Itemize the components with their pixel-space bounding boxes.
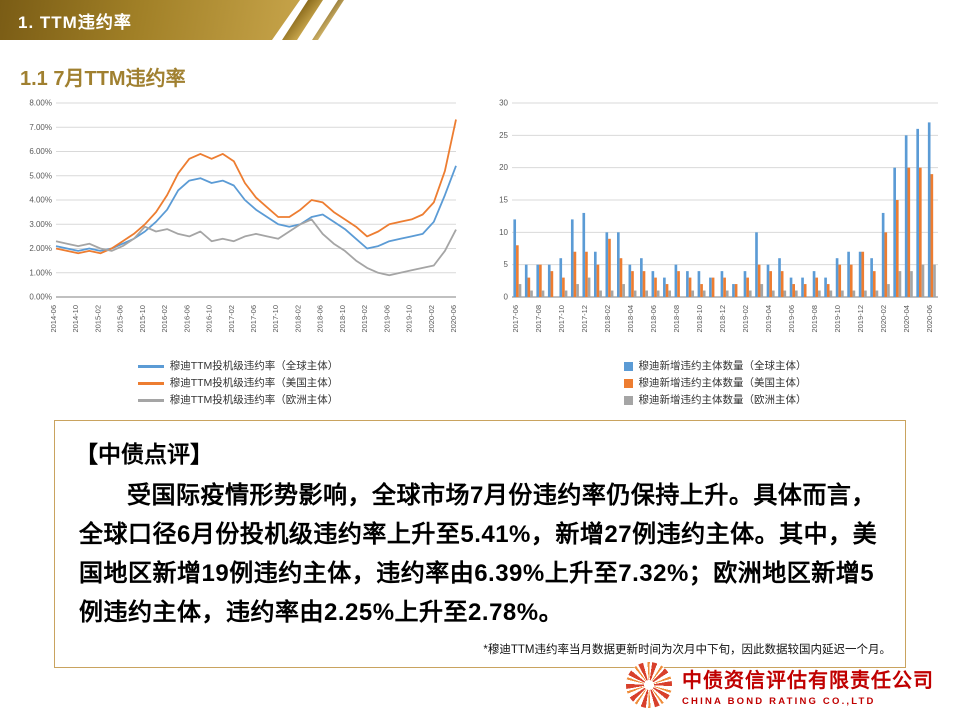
legend-item: 穆迪TTM投机级违约率（欧洲主体） bbox=[137, 394, 339, 406]
svg-text:0.00%: 0.00% bbox=[29, 293, 52, 302]
svg-text:5.00%: 5.00% bbox=[29, 171, 52, 180]
svg-text:15: 15 bbox=[499, 196, 508, 205]
svg-text:25: 25 bbox=[499, 131, 508, 140]
new-defaults-figure: 0 5 10 15 20 25 30 2017-06 2017-08 2017-10 2017-12… bbox=[484, 95, 946, 406]
svg-text:2018-02: 2018-02 bbox=[603, 305, 612, 333]
legend-label: 穆迪新增违约主体数量（全球主体） bbox=[638, 360, 807, 372]
svg-text:2020-02: 2020-02 bbox=[427, 305, 436, 333]
svg-text:10: 10 bbox=[499, 228, 508, 237]
svg-text:2020-06: 2020-06 bbox=[925, 305, 934, 333]
legend-square-swatch-global bbox=[623, 361, 633, 371]
line-chart-legend: 穆迪TTM投机级违约率（全球主体） 穆迪TTM投机级违约率（美国主体） 穆迪TT… bbox=[10, 360, 466, 406]
svg-text:0: 0 bbox=[504, 293, 509, 302]
svg-text:2018-08: 2018-08 bbox=[672, 305, 681, 333]
svg-text:2018-10: 2018-10 bbox=[695, 305, 704, 333]
legend-item: 穆迪新增违约主体数量（美国主体） bbox=[623, 377, 807, 389]
ttm-default-rate-line-chart: 0.00% 1.00% 2.00% 3.00% 4.00% 5.00% 6.00% 7.00%… bbox=[29, 99, 458, 333]
comment-footnote: *穆迪TTM违约率当月数据更新时间为次月中下旬，因此数据较国内延迟一个月。 bbox=[483, 643, 891, 656]
section-title: 1.1 7月TTM违约率 bbox=[20, 68, 186, 90]
svg-text:1.00%: 1.00% bbox=[29, 268, 52, 277]
svg-text:2015-10: 2015-10 bbox=[138, 305, 147, 333]
svg-text:2018-12: 2018-12 bbox=[718, 305, 727, 333]
legend-item: 穆迪新增违约主体数量（全球主体） bbox=[623, 360, 807, 372]
svg-text:2017-08: 2017-08 bbox=[534, 305, 543, 333]
svg-text:2017-02: 2017-02 bbox=[227, 305, 236, 333]
svg-text:2020-02: 2020-02 bbox=[879, 305, 888, 333]
svg-text:8.00%: 8.00% bbox=[29, 99, 52, 108]
svg-text:2019-10: 2019-10 bbox=[405, 305, 414, 333]
company-logo-icon bbox=[626, 662, 672, 708]
comment-title: 【中债点评】 bbox=[75, 441, 213, 467]
svg-text:2017-10: 2017-10 bbox=[557, 305, 566, 333]
banner-background: 1. TTM违约率 bbox=[0, 0, 300, 40]
svg-text:2017-10: 2017-10 bbox=[271, 305, 280, 333]
company-name-en: CHINA BOND RATING CO.,LTD bbox=[682, 695, 876, 707]
svg-text:2018-06: 2018-06 bbox=[649, 305, 658, 333]
svg-text:2014-06: 2014-06 bbox=[49, 305, 58, 333]
comment-body: 受国际疫情形势影响，全球市场7月份违约率仍保持上升。具体而言，全球口径6月份投机… bbox=[79, 482, 878, 626]
page-title: 1. TTM违约率 bbox=[18, 12, 132, 32]
svg-text:30: 30 bbox=[499, 99, 508, 108]
svg-text:7.00%: 7.00% bbox=[29, 123, 52, 132]
svg-text:2018-06: 2018-06 bbox=[316, 305, 325, 333]
svg-text:2019-04: 2019-04 bbox=[764, 305, 773, 333]
svg-text:2.00%: 2.00% bbox=[29, 244, 52, 253]
comment-box: 【中债点评】 受国际疫情形势影响，全球市场7月份违约率仍保持上升。具体而言，全球… bbox=[54, 420, 906, 668]
svg-text:2019-08: 2019-08 bbox=[810, 305, 819, 333]
svg-text:2017-06: 2017-06 bbox=[249, 305, 258, 333]
svg-text:2019-12: 2019-12 bbox=[856, 305, 865, 333]
legend-item: 穆迪TTM投机级违约率（全球主体） bbox=[137, 360, 339, 372]
svg-text:2020-04: 2020-04 bbox=[902, 305, 911, 333]
legend-label: 穆迪新增违约主体数量（美国主体） bbox=[638, 377, 807, 389]
new-defaults-bar-chart: 0 5 10 15 20 25 30 2017-06 2017-08 2017-10 2017-12… bbox=[499, 99, 938, 333]
svg-text:4.00%: 4.00% bbox=[29, 196, 52, 205]
svg-text:2019-10: 2019-10 bbox=[833, 305, 842, 333]
svg-text:2018-04: 2018-04 bbox=[626, 305, 635, 333]
svg-text:2016-02: 2016-02 bbox=[160, 305, 169, 333]
svg-text:2019-06: 2019-06 bbox=[787, 305, 796, 333]
svg-text:6.00%: 6.00% bbox=[29, 147, 52, 156]
legend-item: 穆迪新增违约主体数量（欧洲主体） bbox=[623, 394, 807, 406]
svg-text:2017-12: 2017-12 bbox=[580, 305, 589, 333]
svg-text:20: 20 bbox=[499, 163, 508, 172]
svg-text:2018-10: 2018-10 bbox=[338, 305, 347, 333]
legend-line-swatch-europe bbox=[137, 398, 164, 402]
legend-label: 穆迪TTM投机级违约率（美国主体） bbox=[169, 377, 339, 389]
svg-text:2020-06: 2020-06 bbox=[449, 305, 458, 333]
svg-text:2016-10: 2016-10 bbox=[205, 305, 214, 333]
legend-item: 穆迪TTM投机级违约率（美国主体） bbox=[137, 377, 339, 389]
legend-label: 穆迪新增违约主体数量（欧洲主体） bbox=[638, 394, 807, 406]
svg-text:2014-10: 2014-10 bbox=[71, 305, 80, 333]
svg-text:2017-06: 2017-06 bbox=[511, 305, 520, 333]
svg-text:2015-02: 2015-02 bbox=[93, 305, 102, 333]
company-name-block: 中债资信评估有限责任公司 CHINA BOND RATING CO.,LTD bbox=[682, 664, 934, 707]
svg-text:2019-02: 2019-02 bbox=[360, 305, 369, 333]
svg-text:2015-06: 2015-06 bbox=[116, 305, 125, 333]
svg-text:2018-02: 2018-02 bbox=[293, 305, 302, 333]
title-banner: 1. TTM违约率 bbox=[0, 0, 960, 48]
ttm-default-rate-figure: 0.00% 1.00% 2.00% 3.00% 4.00% 5.00% 6.00% 7.00%… bbox=[10, 95, 466, 407]
company-name-cn: 中债资信评估有限责任公司 bbox=[682, 669, 934, 692]
svg-text:5: 5 bbox=[504, 260, 509, 269]
legend-square-swatch-us bbox=[623, 378, 633, 388]
svg-text:2019-02: 2019-02 bbox=[741, 305, 750, 333]
legend-label: 穆迪TTM投机级违约率（欧洲主体） bbox=[169, 394, 339, 406]
svg-text:2019-06: 2019-06 bbox=[382, 305, 391, 333]
footer: 中债资信评估有限责任公司 CHINA BOND RATING CO.,LTD bbox=[626, 662, 934, 708]
legend-line-swatch-global bbox=[137, 364, 164, 368]
svg-text:2016-06: 2016-06 bbox=[182, 305, 191, 333]
charts-row: 0.00% 1.00% 2.00% 3.00% 4.00% 5.00% 6.00% 7.00%… bbox=[0, 95, 960, 406]
bar-chart-legend: 穆迪新增违约主体数量（全球主体） 穆迪新增违约主体数量（美国主体） 穆迪新增违约… bbox=[484, 360, 946, 406]
legend-label: 穆迪TTM投机级违约率（全球主体） bbox=[169, 360, 339, 372]
legend-square-swatch-europe bbox=[623, 395, 633, 405]
legend-line-swatch-us bbox=[137, 381, 164, 385]
svg-text:3.00%: 3.00% bbox=[29, 220, 52, 229]
